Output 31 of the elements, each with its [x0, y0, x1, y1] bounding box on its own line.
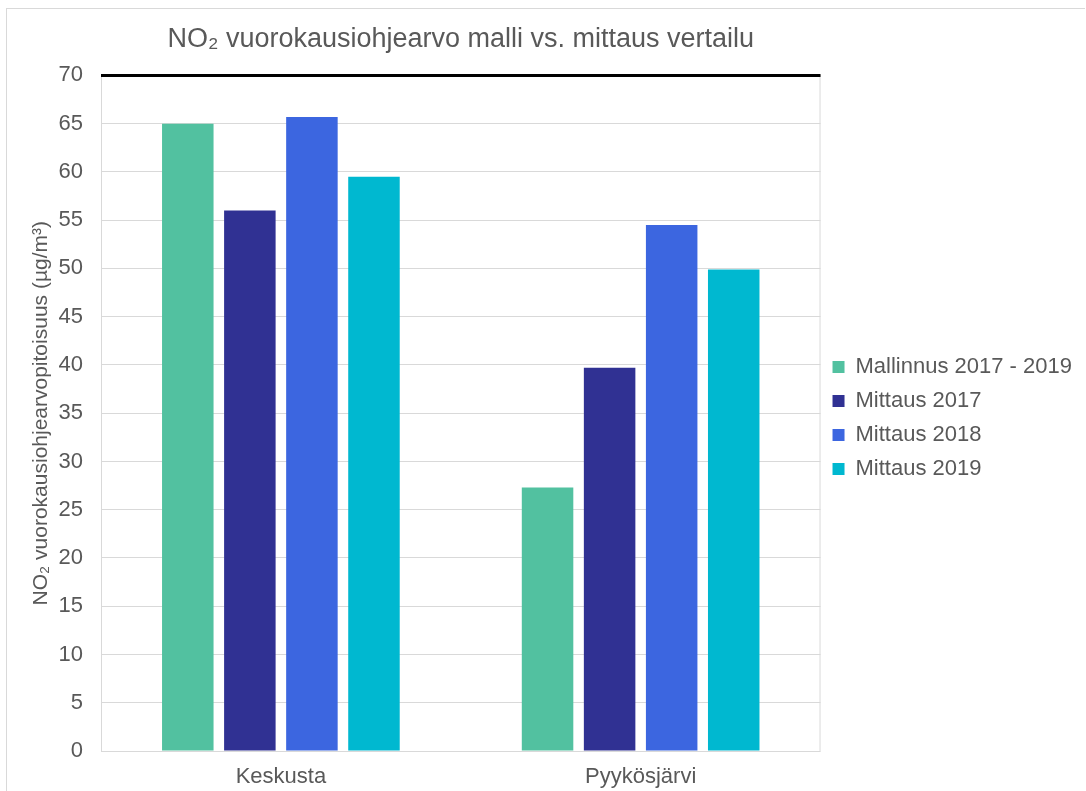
y-tick-label: 30	[58, 447, 83, 473]
y-tick-label: 45	[58, 302, 83, 328]
x-tick-label: Keskusta	[235, 763, 327, 789]
y-tick-label: 5	[70, 688, 83, 714]
y-tick-label: 15	[58, 592, 83, 618]
legend-label: Mittaus 2018	[855, 421, 982, 447]
y-tick-label: 65	[58, 109, 83, 135]
bar	[348, 176, 400, 751]
bar	[521, 487, 574, 751]
y-tick-label: 40	[58, 351, 83, 377]
y-tick-label: 50	[58, 254, 83, 280]
legend-label: Mittaus 2017	[855, 387, 982, 413]
y-tick-label: 10	[58, 640, 83, 666]
legend-label: Mittaus 2019	[855, 455, 982, 481]
legend-label: Mallinnus 2017 - 2019	[855, 353, 1073, 379]
y-axis-title: NO₂ vuorokausiohjearvopitoisuus (µg/m³)	[28, 221, 52, 606]
y-tick-label: 25	[58, 495, 83, 521]
y-tick-label: 35	[58, 399, 83, 425]
bar	[162, 123, 214, 751]
y-tick-label: 55	[58, 206, 83, 232]
y-tick-label: 0	[70, 737, 83, 763]
y-tick-label: 70	[58, 61, 83, 87]
y-tick-label: 20	[58, 544, 83, 570]
chart-title: NO₂ vuorokausiohjearvo malli vs. mittaus vertailu	[167, 22, 755, 53]
bar	[583, 367, 636, 751]
x-tick-label: Pyykösjärvi	[585, 763, 697, 789]
bar	[224, 210, 276, 751]
bar	[286, 116, 338, 751]
bar	[707, 269, 760, 751]
y-tick-label: 60	[58, 157, 83, 183]
bar	[645, 225, 698, 751]
